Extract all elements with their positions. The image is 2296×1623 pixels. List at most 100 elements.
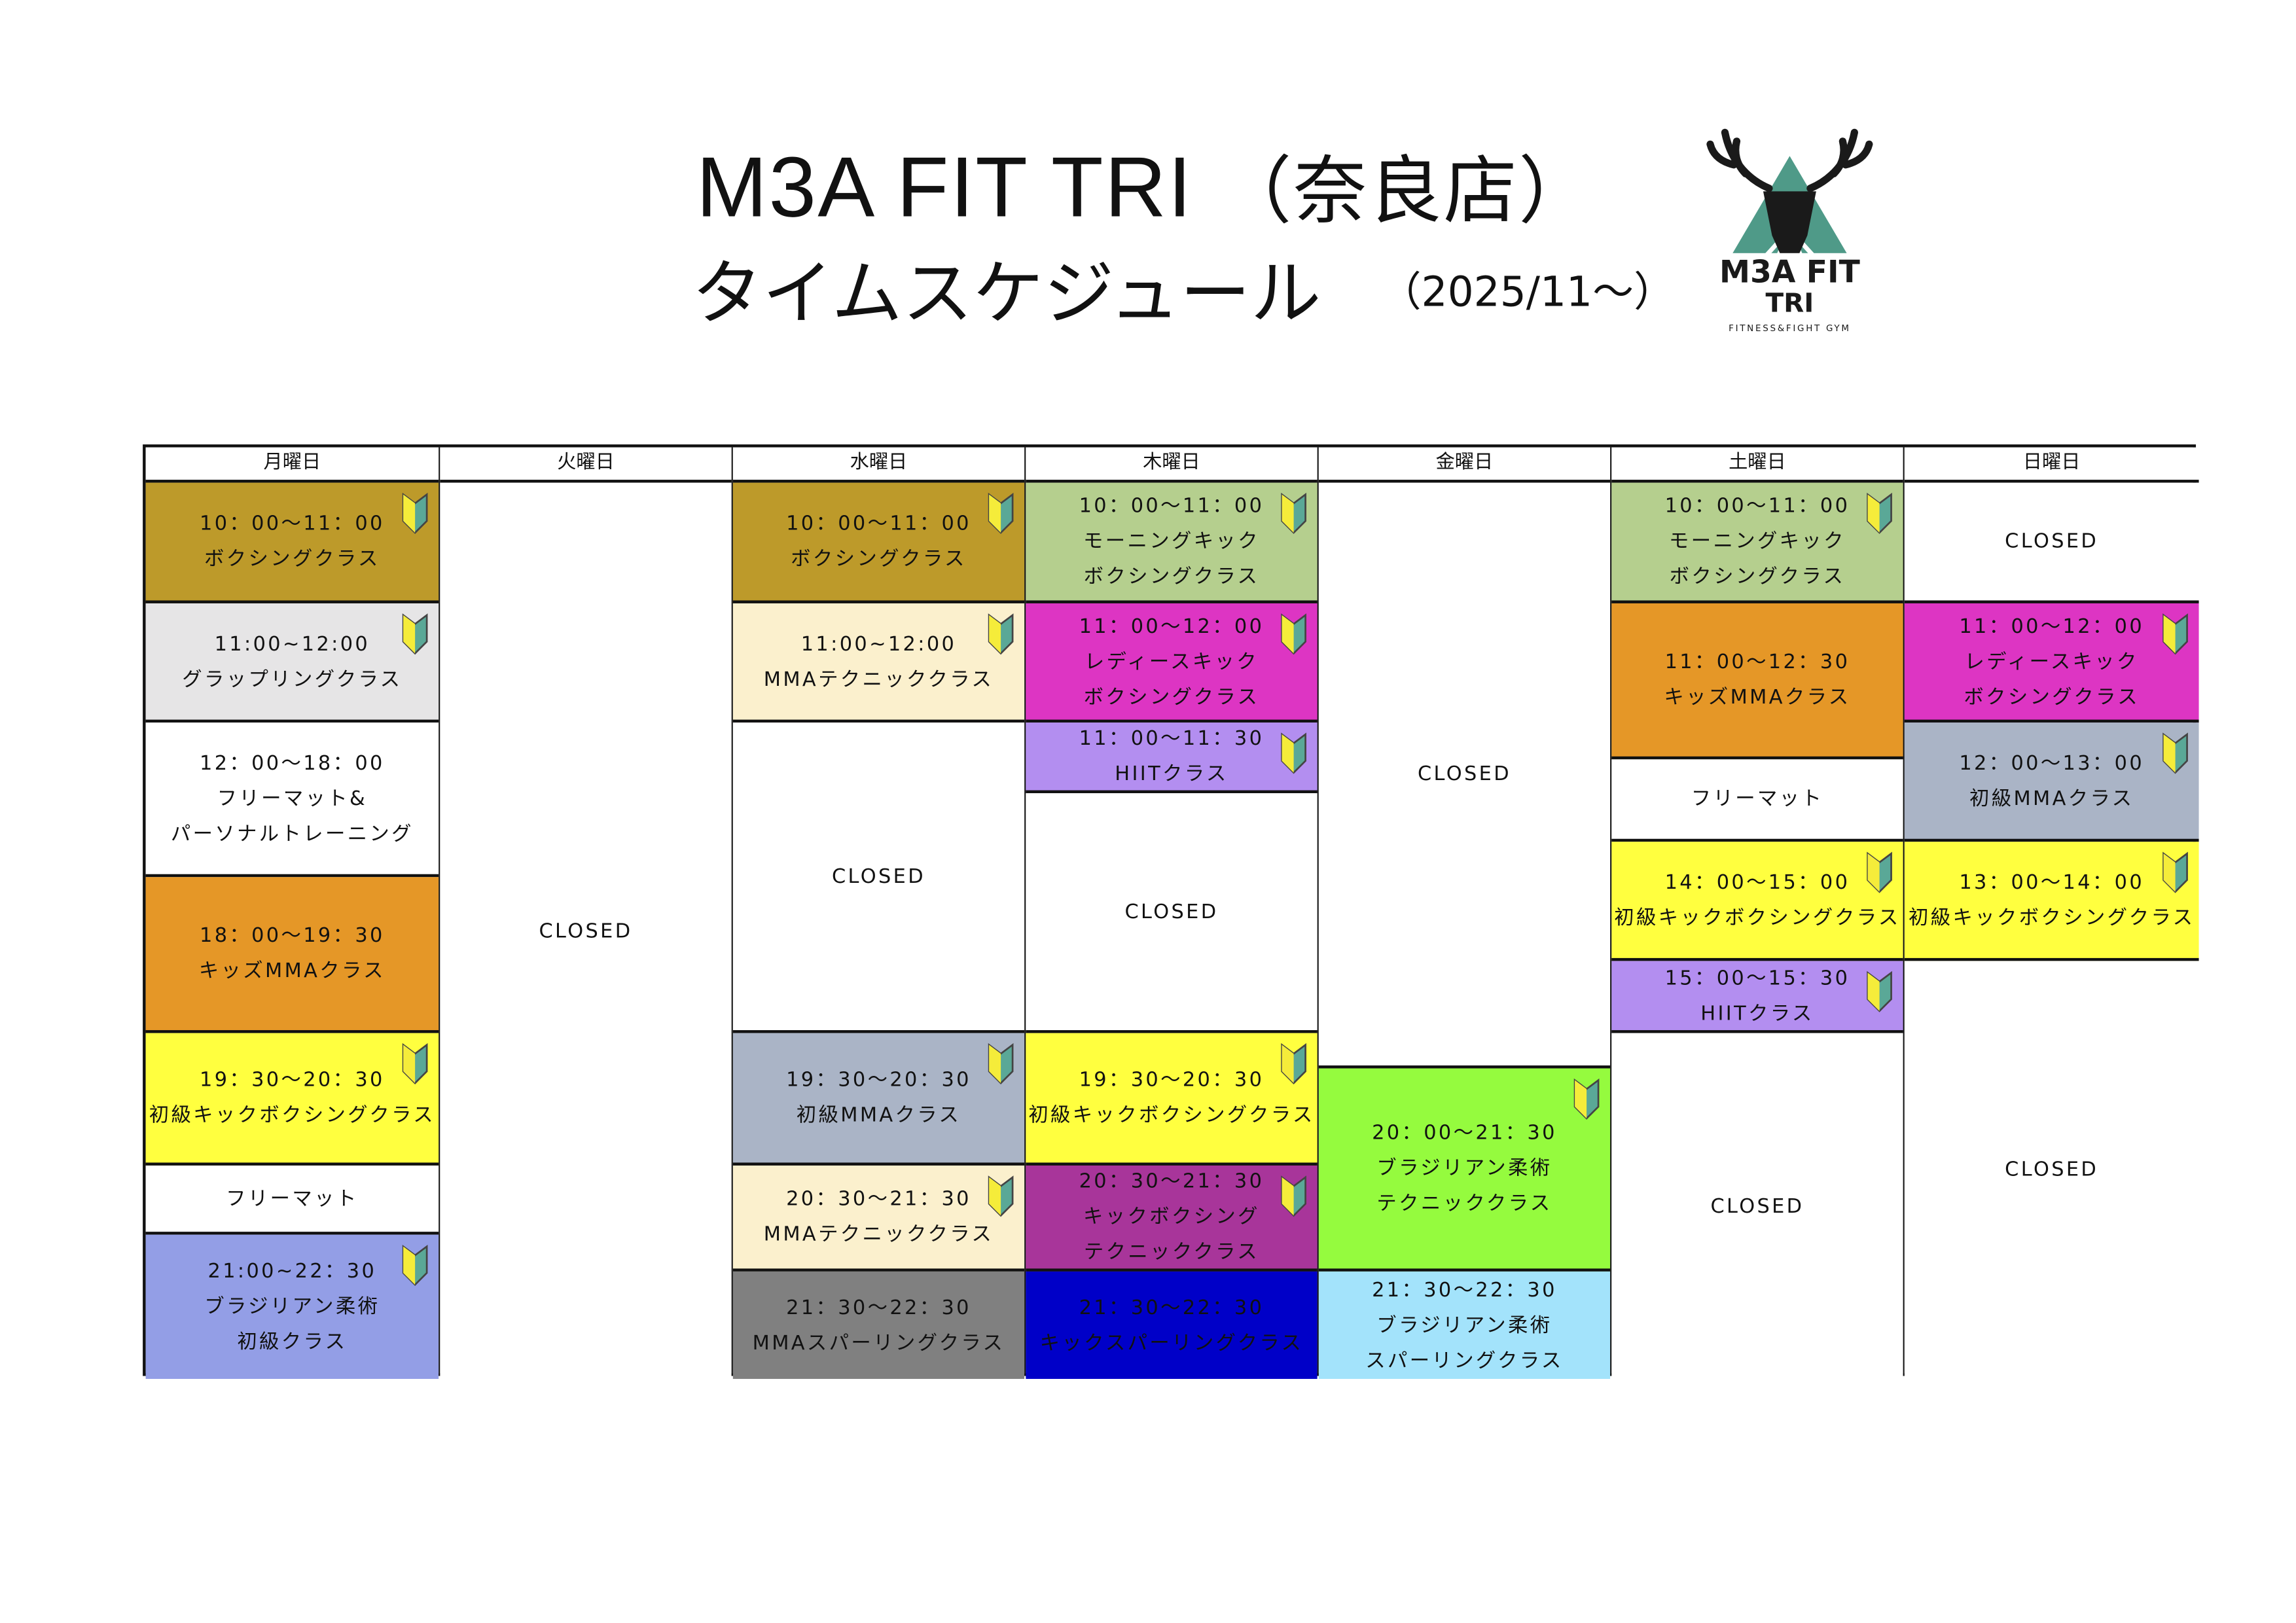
class-name: 初級クラス xyxy=(237,1330,348,1354)
class-block: 10：00～11：00 モーニングキック ボクシングクラス xyxy=(1026,482,1318,603)
class-name: レディースキック xyxy=(1084,649,1259,673)
class-block: 10：00～11：00 ボクシングクラス xyxy=(732,482,1025,603)
day-header: 日曜日 xyxy=(1904,447,2199,483)
beginner-mark-icon xyxy=(986,1042,1016,1086)
class-block: フリーマット xyxy=(1611,759,1903,842)
class-name: MMAテクニッククラス xyxy=(763,1222,994,1247)
class-time: 10：00～11：00 xyxy=(200,512,385,536)
class-name: キッズMMAクラス xyxy=(198,959,386,984)
class-block: 18：00～19：30 キッズMMAクラス xyxy=(145,877,439,1033)
gym-logo: M3A FIT TRI FITNESS&FIGHT GYM xyxy=(1704,128,1875,334)
class-name: キッズMMAクラス xyxy=(1664,685,1851,709)
class-time: 19：30～20：30 xyxy=(200,1068,385,1092)
day-header: 土曜日 xyxy=(1611,447,1903,483)
class-time: 14：00～15：00 xyxy=(1664,870,1850,895)
beginner-mark-icon xyxy=(1865,851,1894,895)
class-block: 20：30～21：30 キックボクシング テクニッククラス xyxy=(1026,1165,1318,1272)
class-name: 初級キックボクシングクラス xyxy=(1614,906,1901,930)
class-time: 21：30～22：30 xyxy=(1372,1277,1557,1302)
class-block: 20：30～21：30 MMAテクニッククラス xyxy=(732,1165,1025,1272)
class-name: CLOSED xyxy=(2005,1158,2099,1182)
class-name: MMAスパーリングクラス xyxy=(752,1330,1005,1355)
schedule-table: 月曜日 10：00～11：00 ボクシングクラス 11:00~12:00 グラップリング… xyxy=(143,444,2199,1380)
day-header: 金曜日 xyxy=(1318,447,1611,483)
beginner-mark-icon xyxy=(1865,491,1894,535)
class-block: 13：00～14：00 初級キックボクシングクラス xyxy=(1904,842,2199,961)
class-block: 14：00～15：00 初級キックボクシングクラス xyxy=(1611,842,1903,961)
gym-name: M3A FIT TRI xyxy=(696,139,1193,236)
day-header: 月曜日 xyxy=(145,447,439,483)
class-name: 初級キックボクシングクラス xyxy=(1028,1103,1315,1128)
store-name: （奈良店） xyxy=(1218,150,1594,233)
beginner-mark-icon xyxy=(1279,612,1308,656)
beginner-mark-icon xyxy=(986,491,1016,535)
logo-tagline: FITNESS&FIGHT GYM xyxy=(1729,323,1851,334)
beginner-mark-icon xyxy=(2161,851,2190,895)
class-name: 初級キックボクシングクラス xyxy=(1909,906,2195,930)
day-header: 木曜日 xyxy=(1026,447,1318,483)
class-block: 19：30～20：30 初級キックボクシングクラス xyxy=(1026,1033,1318,1166)
page-subtitle: タイムスケジュール （2025/11～） xyxy=(692,236,1675,338)
class-name: ボクシングクラス xyxy=(1669,565,1846,589)
class-block: 12：00～13：00 初級MMAクラス xyxy=(1904,722,2199,842)
class-name: 初級MMAクラス xyxy=(796,1103,961,1128)
class-name: モーニングキック xyxy=(1669,529,1846,554)
class-name: パーソナルトレーニング xyxy=(170,821,414,846)
beginner-mark-icon xyxy=(2161,612,2190,656)
closed-block: CLOSED xyxy=(440,482,732,1380)
day-header: 水曜日 xyxy=(732,447,1025,483)
closed-block: CLOSED xyxy=(1026,793,1318,1033)
class-block: 10：00～11：00 ボクシングクラス xyxy=(145,482,439,603)
day-column: 土曜日 10：00～11：00 モーニングキック ボクシングクラス 11：00～12：3… xyxy=(1611,447,1905,1380)
class-block: 21：30～22：30 MMAスパーリングクラス xyxy=(732,1271,1025,1380)
class-name: モーニングキック xyxy=(1083,529,1260,554)
closed-block: CLOSED xyxy=(732,722,1025,1033)
class-name: CLOSED xyxy=(539,919,633,943)
class-time: 20：00～21：30 xyxy=(1372,1121,1557,1145)
class-block: 21:00~22：30 ブラジリアン柔術 初級クラス xyxy=(145,1234,439,1380)
class-time: 11：00～12：00 xyxy=(1079,614,1265,638)
class-name: MMAテクニッククラス xyxy=(763,667,994,691)
class-block: 19：30～20：30 初級キックボクシングクラス xyxy=(145,1033,439,1166)
beginner-mark-icon xyxy=(401,491,430,535)
day-column: 金曜日 CLOSED 20：00～21：30 ブラジリアン柔術 テクニッククラス 21：3… xyxy=(1318,447,1612,1380)
class-block: 21：30～22：30 キックスパーリングクラス xyxy=(1026,1271,1318,1380)
subtitle-text: タイムスケジュール xyxy=(691,253,1321,336)
class-time: 11:00~12:00 xyxy=(214,632,370,656)
day-column: 日曜日 CLOSED 11：00～12：00 レディースキック ボクシングクラス 12：0… xyxy=(1904,447,2199,1380)
day-column: 木曜日 10：00～11：00 モーニングキック ボクシングクラス 11：00～12：0… xyxy=(1026,447,1319,1380)
logo-text-2: TRI xyxy=(1766,287,1814,319)
day-column: 火曜日 CLOSED xyxy=(440,447,733,1380)
beginner-mark-icon xyxy=(401,1243,430,1287)
beginner-mark-icon xyxy=(1572,1077,1602,1121)
class-name: キックボクシング xyxy=(1083,1205,1260,1229)
class-time: 11：00～12：30 xyxy=(1664,650,1850,674)
class-name: CLOSED xyxy=(2005,529,2099,554)
logo-text-bg xyxy=(1704,253,1875,312)
class-name: CLOSED xyxy=(1417,762,1511,786)
class-time: 12：00～18：00 xyxy=(200,751,385,775)
class-time: 21：30～22：30 xyxy=(1079,1295,1265,1319)
beginner-mark-icon xyxy=(401,1042,430,1086)
closed-block: CLOSED xyxy=(1904,482,2199,603)
class-name: ブラジリアン柔術 xyxy=(1376,1313,1552,1337)
closed-block: CLOSED xyxy=(1611,1033,1903,1380)
beginner-mark-icon xyxy=(401,612,430,656)
class-block: 15：00～15：30 HIITクラス xyxy=(1611,961,1903,1033)
class-block: 11：00～11：30 HIITクラス xyxy=(1026,722,1318,794)
class-name: HIITクラス xyxy=(1115,762,1229,786)
class-time: 15：00～15：30 xyxy=(1664,966,1850,990)
closed-block: CLOSED xyxy=(1318,482,1611,1069)
class-time: 18：00～19：30 xyxy=(200,924,385,948)
class-block: 20：00～21：30 ブラジリアン柔術 テクニッククラス xyxy=(1318,1068,1611,1272)
period-text: （2025/11～） xyxy=(1380,268,1676,317)
class-time: 21:00~22：30 xyxy=(207,1259,377,1283)
class-name: HIITクラス xyxy=(1700,1001,1814,1026)
class-block: 11：00～12：00 レディースキック ボクシングクラス xyxy=(1904,603,2199,723)
deer-head-icon xyxy=(1763,191,1816,262)
class-block: 21：30～22：30 ブラジリアン柔術 スパーリングクラス xyxy=(1318,1271,1611,1380)
beginner-mark-icon xyxy=(1279,732,1308,776)
class-name: ボクシングクラス xyxy=(1964,685,2140,709)
class-name: 初級MMAクラス xyxy=(1969,786,2134,810)
